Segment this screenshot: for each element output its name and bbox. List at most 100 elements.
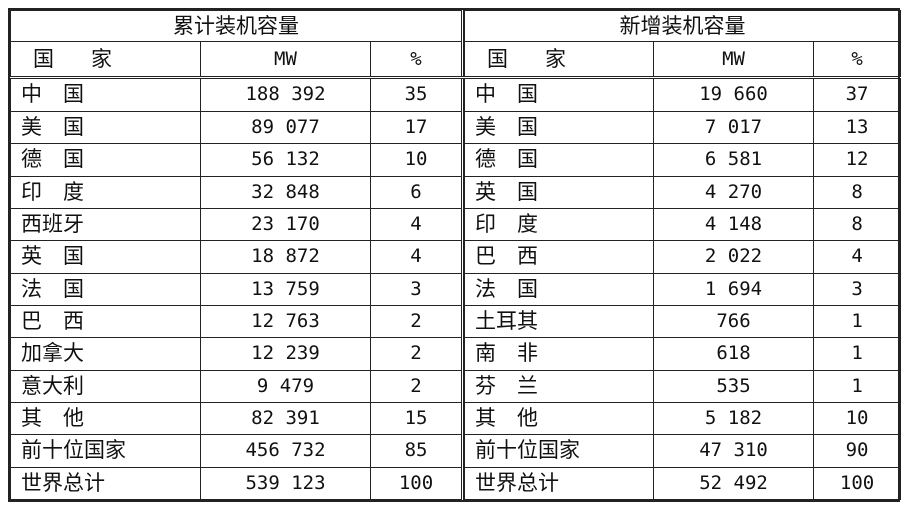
- table-row: 法 国 13 759 3: [10, 272, 464, 306]
- table-cell: 4: [369, 240, 464, 274]
- table-row: 世界总计 52 492 100: [464, 466, 902, 501]
- table-cell: 1: [813, 337, 902, 371]
- table-cell: 18 872: [200, 240, 371, 274]
- table-row: 英 国 18 872 4: [10, 240, 464, 274]
- table-row: 前十位国家 456 732 85: [10, 434, 464, 468]
- table-cell: 南 非: [464, 337, 655, 371]
- table-cell: 618: [653, 337, 815, 371]
- table-cell: 印 度: [10, 175, 201, 209]
- table-cell: 90: [813, 434, 902, 468]
- table-cell: 100: [813, 466, 902, 501]
- table-row: 南 非 618 1: [464, 337, 902, 371]
- table-cell: 535: [653, 369, 815, 403]
- table-row: 美 国 89 077 17: [10, 110, 464, 145]
- table-cell: 56 132: [200, 143, 371, 177]
- table-row: 芬 兰 535 1: [464, 369, 902, 403]
- table-cell: 13: [813, 110, 902, 145]
- table-cell: 8: [813, 175, 902, 209]
- table-cell: 1: [813, 369, 902, 403]
- table-cell: 12: [813, 143, 902, 177]
- header-row: 国 家 MW%: [10, 41, 464, 79]
- table-cell: 土耳其: [464, 304, 655, 339]
- table-row: 加拿大 12 239 2: [10, 337, 464, 371]
- header-row: 国 家 MW%: [464, 41, 902, 79]
- table-row: 意大利 9 479 2: [10, 369, 464, 403]
- table-cell: 美 国: [10, 110, 201, 145]
- table-cell: 766: [653, 304, 815, 339]
- table-cell: 3: [813, 272, 902, 306]
- table-cell: 世界总计: [464, 466, 655, 501]
- table-cell: 法 国: [10, 272, 201, 306]
- table-cell: 89 077: [200, 110, 371, 145]
- table-row: 中 国 19 660 37: [464, 77, 902, 112]
- table-row: 土耳其 766 1: [464, 304, 902, 339]
- table-cell: 芬 兰: [464, 369, 655, 403]
- table-cell: 2: [369, 304, 464, 339]
- table-cell: 美 国: [464, 110, 655, 145]
- table-cell: 12 239: [200, 337, 371, 371]
- table-cell: 4 148: [653, 207, 815, 242]
- table-cell: 52 492: [653, 466, 815, 501]
- table-cell: 2: [369, 369, 464, 403]
- table-cell: 12 763: [200, 304, 371, 339]
- table-row: 德 国 56 132 10: [10, 143, 464, 177]
- tables: 累计装机容量国 家 MW% 中 国 188 392 35 美 国 89 077 17 德 国 56…: [8, 8, 902, 502]
- table-cell: 10: [369, 143, 464, 177]
- table-row: 西班牙 23 170 4: [10, 207, 464, 242]
- table-row: 印 度 32 848 6: [10, 175, 464, 209]
- table-cell: 6: [369, 175, 464, 209]
- table-row: 巴 西 12 763 2: [10, 304, 464, 339]
- table-cell: 德 国: [10, 143, 201, 177]
- table-cell: 其 他: [10, 401, 201, 436]
- table-cell: 前十位国家: [464, 434, 655, 468]
- table-cell: 4: [369, 207, 464, 242]
- table-cell: 13 759: [200, 272, 371, 306]
- table-cell: 2: [369, 337, 464, 371]
- table-cell: 456 732: [200, 434, 371, 468]
- table-cell: 5 182: [653, 401, 815, 436]
- column-header: 国 家: [10, 41, 201, 79]
- table-cell: 世界总计: [10, 466, 201, 501]
- table-cell: 6 581: [653, 143, 815, 177]
- table-cell: 德 国: [464, 143, 655, 177]
- table-cell: 英 国: [10, 240, 201, 274]
- table-row: 世界总计 539 123 100: [10, 466, 464, 501]
- column-header: %: [813, 41, 902, 79]
- table-cell: 意大利: [10, 369, 201, 403]
- table-row: 中 国 188 392 35: [10, 77, 464, 112]
- table-cell: 1: [813, 304, 902, 339]
- table-cell: 7 017: [653, 110, 815, 145]
- table-cell: 100: [369, 466, 464, 501]
- table-cell: 32 848: [200, 175, 371, 209]
- table-cell: 539 123: [200, 466, 371, 501]
- table-cell: 中 国: [10, 77, 201, 112]
- table-row: 其 他 82 391 15: [10, 401, 464, 436]
- data-table: 累计装机容量国 家 MW% 中 国 188 392 35 美 国 89 077 17 德 国 56…: [9, 10, 465, 501]
- table-cell: 8: [813, 207, 902, 242]
- table-cell: 其 他: [464, 401, 655, 436]
- table-cell: 85: [369, 434, 464, 468]
- table-cell: 47 310: [653, 434, 815, 468]
- column-header: MW: [653, 41, 815, 79]
- table-cell: 35: [369, 77, 464, 112]
- table-title: 累计装机容量: [9, 10, 464, 42]
- table-cell: 中 国: [464, 77, 655, 112]
- table-cell: 23 170: [200, 207, 371, 242]
- table-cell: 法 国: [464, 272, 655, 306]
- table-cell: 37: [813, 77, 902, 112]
- table-cell: 1 694: [653, 272, 815, 306]
- table-cell: 巴 西: [10, 304, 201, 339]
- table-cell: 82 391: [200, 401, 371, 436]
- table-cell: 2 022: [653, 240, 815, 274]
- table-cell: 4 270: [653, 175, 815, 209]
- title-row: 新增装机容量: [464, 10, 902, 42]
- table-cell: 西班牙: [10, 207, 201, 242]
- table-cell: 9 479: [200, 369, 371, 403]
